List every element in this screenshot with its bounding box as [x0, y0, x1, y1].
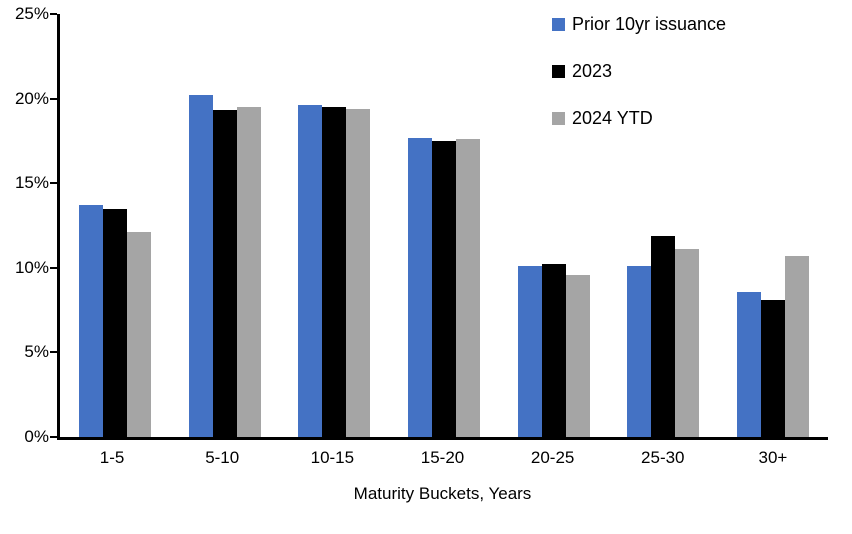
bar-group-10-15: [279, 14, 389, 437]
bar-25-30-series-1: [627, 266, 652, 437]
x-axis-labels: 1-5 5-10 10-15 15-20 20-25 25-30 30+: [57, 448, 828, 468]
legend-item-1: Prior 10yr issuance: [552, 13, 727, 34]
legend: Prior 10yr issuance 2023 2024 YTD: [552, 13, 727, 156]
x-axis-label-1-5: 1-5: [99, 448, 125, 467]
x-axis-label-10-15: 10-15: [310, 448, 355, 467]
x-axis-title: Maturity Buckets, Years: [353, 484, 532, 503]
bar-20-25-series-3: [565, 274, 590, 437]
legend-label: Prior 10yr issuance: [572, 13, 727, 34]
bar-5-10-series-3: [236, 107, 261, 437]
y-axis-tick-label: 20%: [14, 88, 49, 108]
bar-group-20-25: [499, 14, 609, 437]
y-axis-tick-label: 5%: [24, 342, 49, 362]
y-axis-tick-mark: [50, 436, 57, 438]
y-axis-tick-label: 15%: [14, 173, 49, 193]
y-axis-tick-mark: [50, 266, 57, 269]
bar-5-10-series-2: [212, 110, 237, 437]
bar-30+-series-3: [785, 255, 810, 437]
bar-25-30-series-3: [675, 249, 700, 437]
bar-15-20-series-1: [408, 137, 433, 437]
bar-30+-series-2: [761, 299, 786, 437]
bar-1-5-series-2: [102, 208, 127, 437]
legend-label: 2023: [572, 60, 613, 81]
bar-1-5-series-1: [78, 205, 103, 437]
y-axis-tick-label: 0%: [24, 427, 49, 446]
plot-area: 0% 5% 10% 15% 20% 25%: [15, 4, 828, 446]
x-axis-label-20-25: 20-25: [530, 448, 575, 467]
bar-10-15-series-2: [322, 107, 347, 437]
legend-item-3: 2024 YTD: [552, 107, 726, 128]
legend-marker-icon: [552, 111, 565, 125]
x-axis-label-25-30: 25-30: [641, 448, 685, 467]
x-axis-label-30+: 30+: [758, 448, 788, 467]
x-axis-label-15-20: 15-20: [420, 448, 465, 467]
y-axis-tick-mark: [50, 97, 57, 100]
bar-10-15-series-1: [298, 105, 323, 437]
bar-group-25-30: [609, 14, 719, 437]
legend-label: 2024 YTD: [572, 107, 653, 128]
bar-group-30+: [718, 14, 828, 437]
bar-5-10-series-1: [188, 95, 213, 437]
legend-item-2: 2023: [552, 60, 726, 81]
bar-group-15-20: [389, 14, 499, 437]
bar-15-20-series-3: [456, 139, 481, 437]
bar-10-15-series-3: [346, 108, 371, 437]
y-axis-tick-mark: [50, 351, 57, 354]
bar-group-5-10: [170, 14, 280, 437]
bar-15-20-series-2: [432, 140, 457, 437]
y-axis-tick-mark: [50, 182, 57, 185]
y-axis-tick-label: 25%: [14, 4, 49, 23]
legend-marker-icon: [552, 17, 565, 31]
x-axis-label-5-10: 5-10: [205, 448, 240, 467]
y-axis-tick-mark: [50, 13, 57, 15]
bar-group-1-5: [60, 14, 170, 437]
bar-20-25-series-2: [541, 264, 566, 437]
bar-30+-series-1: [737, 291, 762, 437]
y-axis-tick-label: 10%: [14, 257, 49, 277]
legend-marker-icon: [552, 64, 565, 78]
bar-1-5-series-3: [126, 232, 151, 437]
bar-25-30-series-2: [651, 235, 676, 437]
bar-groups-container: [60, 14, 828, 437]
bar-20-25-series-1: [517, 266, 542, 437]
